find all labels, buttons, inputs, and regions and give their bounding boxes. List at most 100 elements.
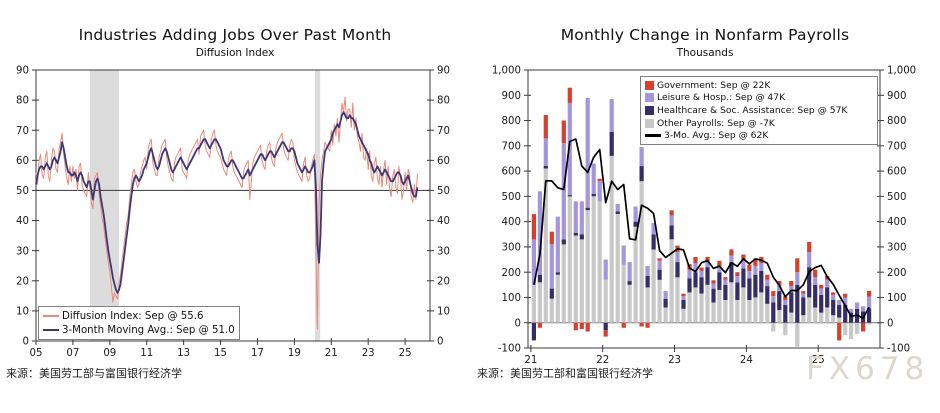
tick-label: 1,000 xyxy=(887,66,916,77)
bar-segment-government xyxy=(753,258,758,266)
bar-segment-healthcare xyxy=(537,274,542,283)
tick-label: 200 xyxy=(502,268,521,279)
bar-segment-other xyxy=(807,297,812,323)
bar-segment-healthcare xyxy=(753,274,758,298)
bar-segment-other xyxy=(633,226,638,323)
tick-label: 24 xyxy=(740,355,753,366)
tick-label: 0 xyxy=(437,337,443,348)
bar-segment-leisure xyxy=(645,265,650,276)
bar-segment-other xyxy=(711,302,716,323)
moving-average-line xyxy=(35,111,419,294)
bar-segment-leisure xyxy=(735,276,740,283)
bar-segment-healthcare xyxy=(681,300,686,309)
bar-segment-government xyxy=(621,322,626,328)
tick-label: 19 xyxy=(288,348,301,359)
tick-label: 25 xyxy=(812,355,825,366)
bar-segment-other xyxy=(663,307,668,323)
bar-segment-leisure xyxy=(657,260,662,270)
bar-segment-other xyxy=(801,315,806,323)
left-chart-subtitle: Diffusion Index xyxy=(195,47,275,59)
bar-segment-other xyxy=(627,284,632,323)
bar-segment-healthcare xyxy=(795,284,800,323)
bar-segment-leisure xyxy=(627,262,632,282)
bar-segment-healthcare xyxy=(777,291,782,311)
legend-swatch-icon xyxy=(645,118,654,128)
bar-segment-government xyxy=(795,258,800,273)
bar-segment-leisure xyxy=(807,252,812,268)
bar-segment-healthcare xyxy=(759,270,764,293)
tick-label: 80 xyxy=(16,96,29,107)
bar-segment-government xyxy=(819,284,824,289)
bar-segment-healthcare xyxy=(639,166,644,182)
bar-segment-healthcare xyxy=(627,281,632,285)
bar-segment-healthcare xyxy=(837,305,842,318)
tick-label: 40 xyxy=(437,216,450,227)
bar-segment-healthcare xyxy=(561,239,566,245)
bar-segment-other xyxy=(591,196,596,323)
bar-segment-leisure xyxy=(843,297,848,306)
bar-segment-leisure xyxy=(801,293,806,298)
bar-segment-leisure xyxy=(855,302,860,309)
bar-segment-other xyxy=(645,287,650,323)
left-chart-legend: Diffusion Index: Sep @ 55.6 3-Month Movin… xyxy=(38,306,240,340)
tick-label: 90 xyxy=(437,66,450,77)
bar-segment-government xyxy=(585,322,590,332)
legend-swatch-icon xyxy=(645,134,661,137)
bar-segment-leisure xyxy=(753,265,758,275)
bar-segment-other xyxy=(621,264,626,323)
left-chart: Industries Adding Jobs Over Past Month D… xyxy=(6,26,450,380)
bar-segment-government xyxy=(723,277,728,280)
bar-segment-government xyxy=(813,269,818,278)
left-chart-title: Industries Adding Jobs Over Past Month xyxy=(78,26,392,44)
bar-segment-leisure xyxy=(717,265,722,273)
legend-item-0: Government: Sep @ 22K xyxy=(645,79,873,92)
bar-segment-leisure xyxy=(675,252,680,263)
bar-segment-leisure xyxy=(783,300,788,306)
bar-segment-other xyxy=(681,308,686,323)
bar-segment-leisure xyxy=(651,222,656,235)
tick-label: -100 xyxy=(498,344,521,355)
bar-segment-other xyxy=(705,284,710,323)
bar-segment-other xyxy=(675,277,680,323)
tick-label: 100 xyxy=(887,293,906,304)
bar-segment-government xyxy=(747,264,752,271)
bar-segment-leisure xyxy=(849,308,854,313)
bar-segment-other xyxy=(549,298,554,323)
bar-segment-government xyxy=(831,292,836,295)
tick-label: 800 xyxy=(502,116,521,127)
bar-segment-other xyxy=(759,292,764,323)
bar-segment-government xyxy=(729,249,734,256)
legend-item-1: Leisure & Hosp.: Sep @ 47K xyxy=(645,92,873,105)
bar-segment-healthcare xyxy=(711,288,716,303)
tick-label: 40 xyxy=(16,216,29,227)
bar-segment-government xyxy=(639,322,644,327)
tick-label: 70 xyxy=(437,126,450,137)
bar-segment-other xyxy=(585,210,590,323)
tick-label: 21 xyxy=(524,355,537,366)
legend-swatch-icon xyxy=(645,93,654,103)
bar-segment-healthcare xyxy=(591,193,596,197)
bar-segment-other xyxy=(855,322,860,335)
bar-segment-leisure xyxy=(549,244,554,289)
right-chart-legend: Government: Sep @ 22K Leisure & Hosp.: Se… xyxy=(640,76,878,145)
bar-segment-healthcare xyxy=(831,300,836,316)
bar-segment-healthcare xyxy=(741,268,746,288)
tick-label: 900 xyxy=(887,91,906,102)
bar-segment-healthcare xyxy=(705,267,710,285)
tick-label: 09 xyxy=(103,348,116,359)
bar-segment-leisure xyxy=(663,291,668,299)
bar-segment-other xyxy=(573,235,578,323)
bar-segment-other xyxy=(723,300,728,323)
tick-label: 800 xyxy=(887,116,906,127)
bar-segment-leisure xyxy=(621,245,626,265)
tick-label: 23 xyxy=(362,348,375,359)
tick-label: 70 xyxy=(16,126,29,137)
bar-segment-other xyxy=(561,244,566,323)
legend-item-2: Healthcare & Soc. Assistance: Sep @ 57K xyxy=(645,104,873,117)
bar-segment-other xyxy=(699,293,704,323)
bar-segment-other xyxy=(543,168,548,323)
bar-segment-healthcare xyxy=(567,195,572,197)
bar-segment-leisure xyxy=(567,102,572,196)
bar-segment-leisure xyxy=(741,260,746,269)
x-axis-ticks: 05 07 09 11 13 15 17 19 21 23 25 xyxy=(30,338,412,359)
